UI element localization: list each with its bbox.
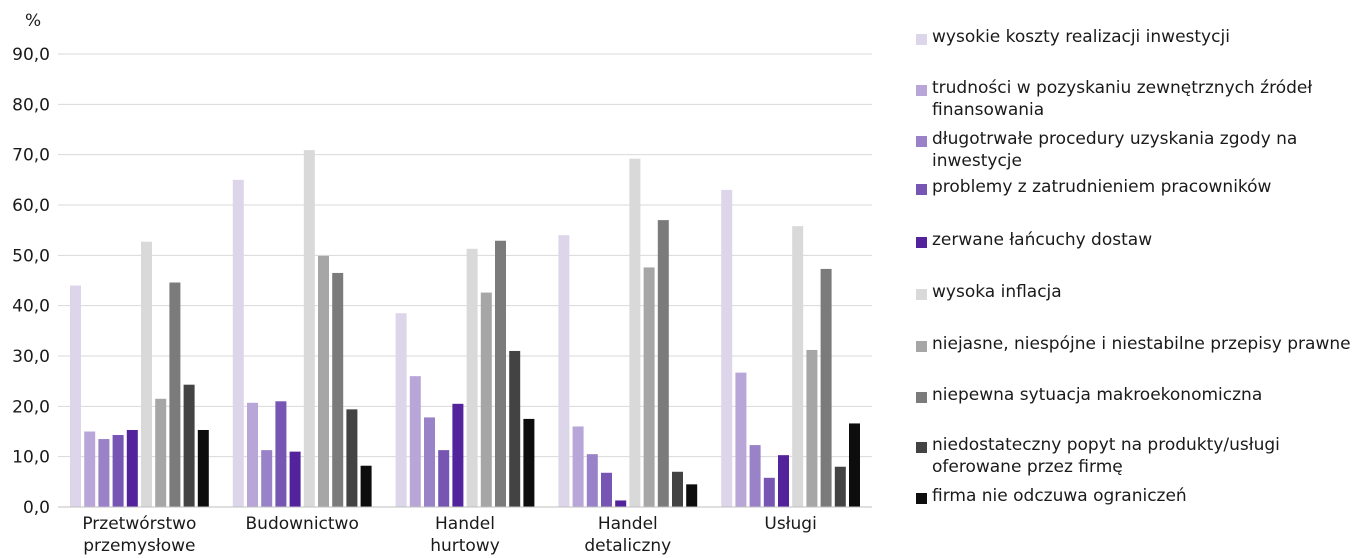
bar (141, 241, 152, 507)
axes: 0,0 10,0 20,0 30,0 40,0 50,0 60,0 70,0 80,0 90,0 P… (12, 45, 872, 556)
legend-label: problemy z zatrudnieniem pracowników (932, 177, 1272, 197)
bar (735, 372, 747, 507)
legend-label: trudności w pozyskaniu zewnętrznych źród… (932, 78, 1313, 120)
y-tick-label: 40,0 (12, 297, 50, 317)
bar (495, 240, 506, 507)
bar (672, 471, 683, 507)
legend-label: niejasne, niespójne i niestabilne przepi… (932, 334, 1351, 354)
bar (232, 179, 244, 508)
legend-swatch (916, 237, 927, 248)
y-tick-label: 30,0 (12, 347, 50, 367)
bar (169, 282, 181, 507)
bar (586, 454, 598, 507)
bar (643, 267, 655, 507)
bar (197, 429, 209, 507)
bar (261, 450, 273, 507)
y-axis-unit-label: % (25, 11, 41, 31)
bar (275, 401, 287, 507)
bar (480, 292, 492, 507)
bar (820, 268, 832, 507)
bar (332, 272, 344, 507)
bar (318, 255, 329, 507)
legend-swatch (916, 34, 927, 45)
x-category-label: Handel hurtowy (430, 514, 500, 556)
legend-item: długotrwałe procedury uzyskania zgody na… (916, 128, 1362, 172)
legend-label: zerwane łańcuchy dostaw (932, 230, 1153, 250)
legend-swatch (916, 442, 927, 453)
bar (183, 384, 195, 507)
bar (155, 398, 167, 507)
legend-swatch (916, 341, 927, 352)
legend-label: niedostateczny popyt na produkty/usługi … (932, 435, 1280, 477)
bar (615, 500, 627, 507)
bar (509, 350, 521, 507)
bar (360, 465, 372, 507)
y-tick-label: 90,0 (12, 45, 50, 65)
legend-item: trudności w pozyskaniu zewnętrznych źród… (916, 77, 1362, 121)
legend-item: wysoka inflacja (916, 281, 1362, 303)
bar (792, 226, 804, 507)
legend-item: firma nie odczuwa ograniczeń (916, 485, 1362, 507)
bar (247, 402, 258, 507)
bars (70, 150, 860, 508)
legend-item: zerwane łańcuchy dostaw (916, 229, 1362, 251)
legend-label: wysokie koszty realizacji inwestycji (932, 27, 1230, 47)
x-category-label: Przetwórstwo przemysłowe (82, 514, 196, 556)
bar (657, 220, 669, 507)
legend-label: wysoka inflacja (932, 282, 1062, 302)
y-tick-label: 70,0 (12, 146, 50, 166)
legend-label: długotrwałe procedury uzyskania zgody na… (932, 129, 1298, 171)
bar (763, 477, 775, 507)
bar (303, 150, 315, 508)
bar (778, 455, 789, 507)
legend-swatch (916, 85, 927, 96)
legend-label: niepewna sytuacja makroekonomiczna (932, 385, 1263, 405)
bar (523, 418, 535, 507)
legend-swatch (916, 392, 927, 403)
bar (346, 409, 358, 507)
bar (749, 445, 761, 507)
x-category-label: Budownictwo (246, 514, 359, 534)
legend-item: niepewna sytuacja makroekonomiczna (916, 384, 1362, 406)
bar (98, 439, 110, 507)
bar (84, 431, 96, 507)
bar (289, 451, 301, 507)
legend-swatch (916, 184, 927, 195)
legend-item: problemy z zatrudnieniem pracowników (916, 176, 1362, 198)
y-tick-label: 80,0 (12, 95, 50, 115)
legend-swatch (916, 493, 927, 504)
bar (438, 450, 450, 507)
bar (126, 429, 138, 507)
bar (601, 472, 612, 507)
y-tick-label: 60,0 (12, 196, 50, 216)
bar (395, 313, 407, 507)
bar (558, 235, 570, 507)
y-tick-label: 50,0 (12, 246, 50, 266)
bar (466, 248, 478, 508)
legend-item: niejasne, niespójne i niestabilne przepi… (916, 333, 1362, 355)
legend-item: wysokie koszty realizacji inwestycji (916, 26, 1362, 48)
legend-label: firma nie odczuwa ograniczeń (932, 486, 1187, 506)
bar (409, 376, 421, 507)
x-category-label: Handel detaliczny (584, 514, 671, 556)
bar (70, 285, 81, 507)
bar (721, 189, 733, 507)
bar (834, 466, 846, 507)
bar (112, 435, 124, 507)
legend-swatch (916, 289, 927, 300)
bar (629, 158, 641, 507)
bar (686, 484, 698, 507)
bar (572, 426, 584, 507)
x-category-label: Usługi (764, 514, 816, 534)
y-tick-label: 0,0 (23, 498, 50, 518)
bar (849, 423, 860, 507)
bar (452, 403, 464, 507)
legend-item: niedostateczny popyt na produkty/usługi … (916, 434, 1362, 478)
y-tick-label: 20,0 (12, 397, 50, 417)
bar (806, 349, 818, 507)
legend-swatch (916, 136, 927, 147)
bar (424, 417, 435, 507)
y-tick-label: 10,0 (12, 448, 50, 468)
